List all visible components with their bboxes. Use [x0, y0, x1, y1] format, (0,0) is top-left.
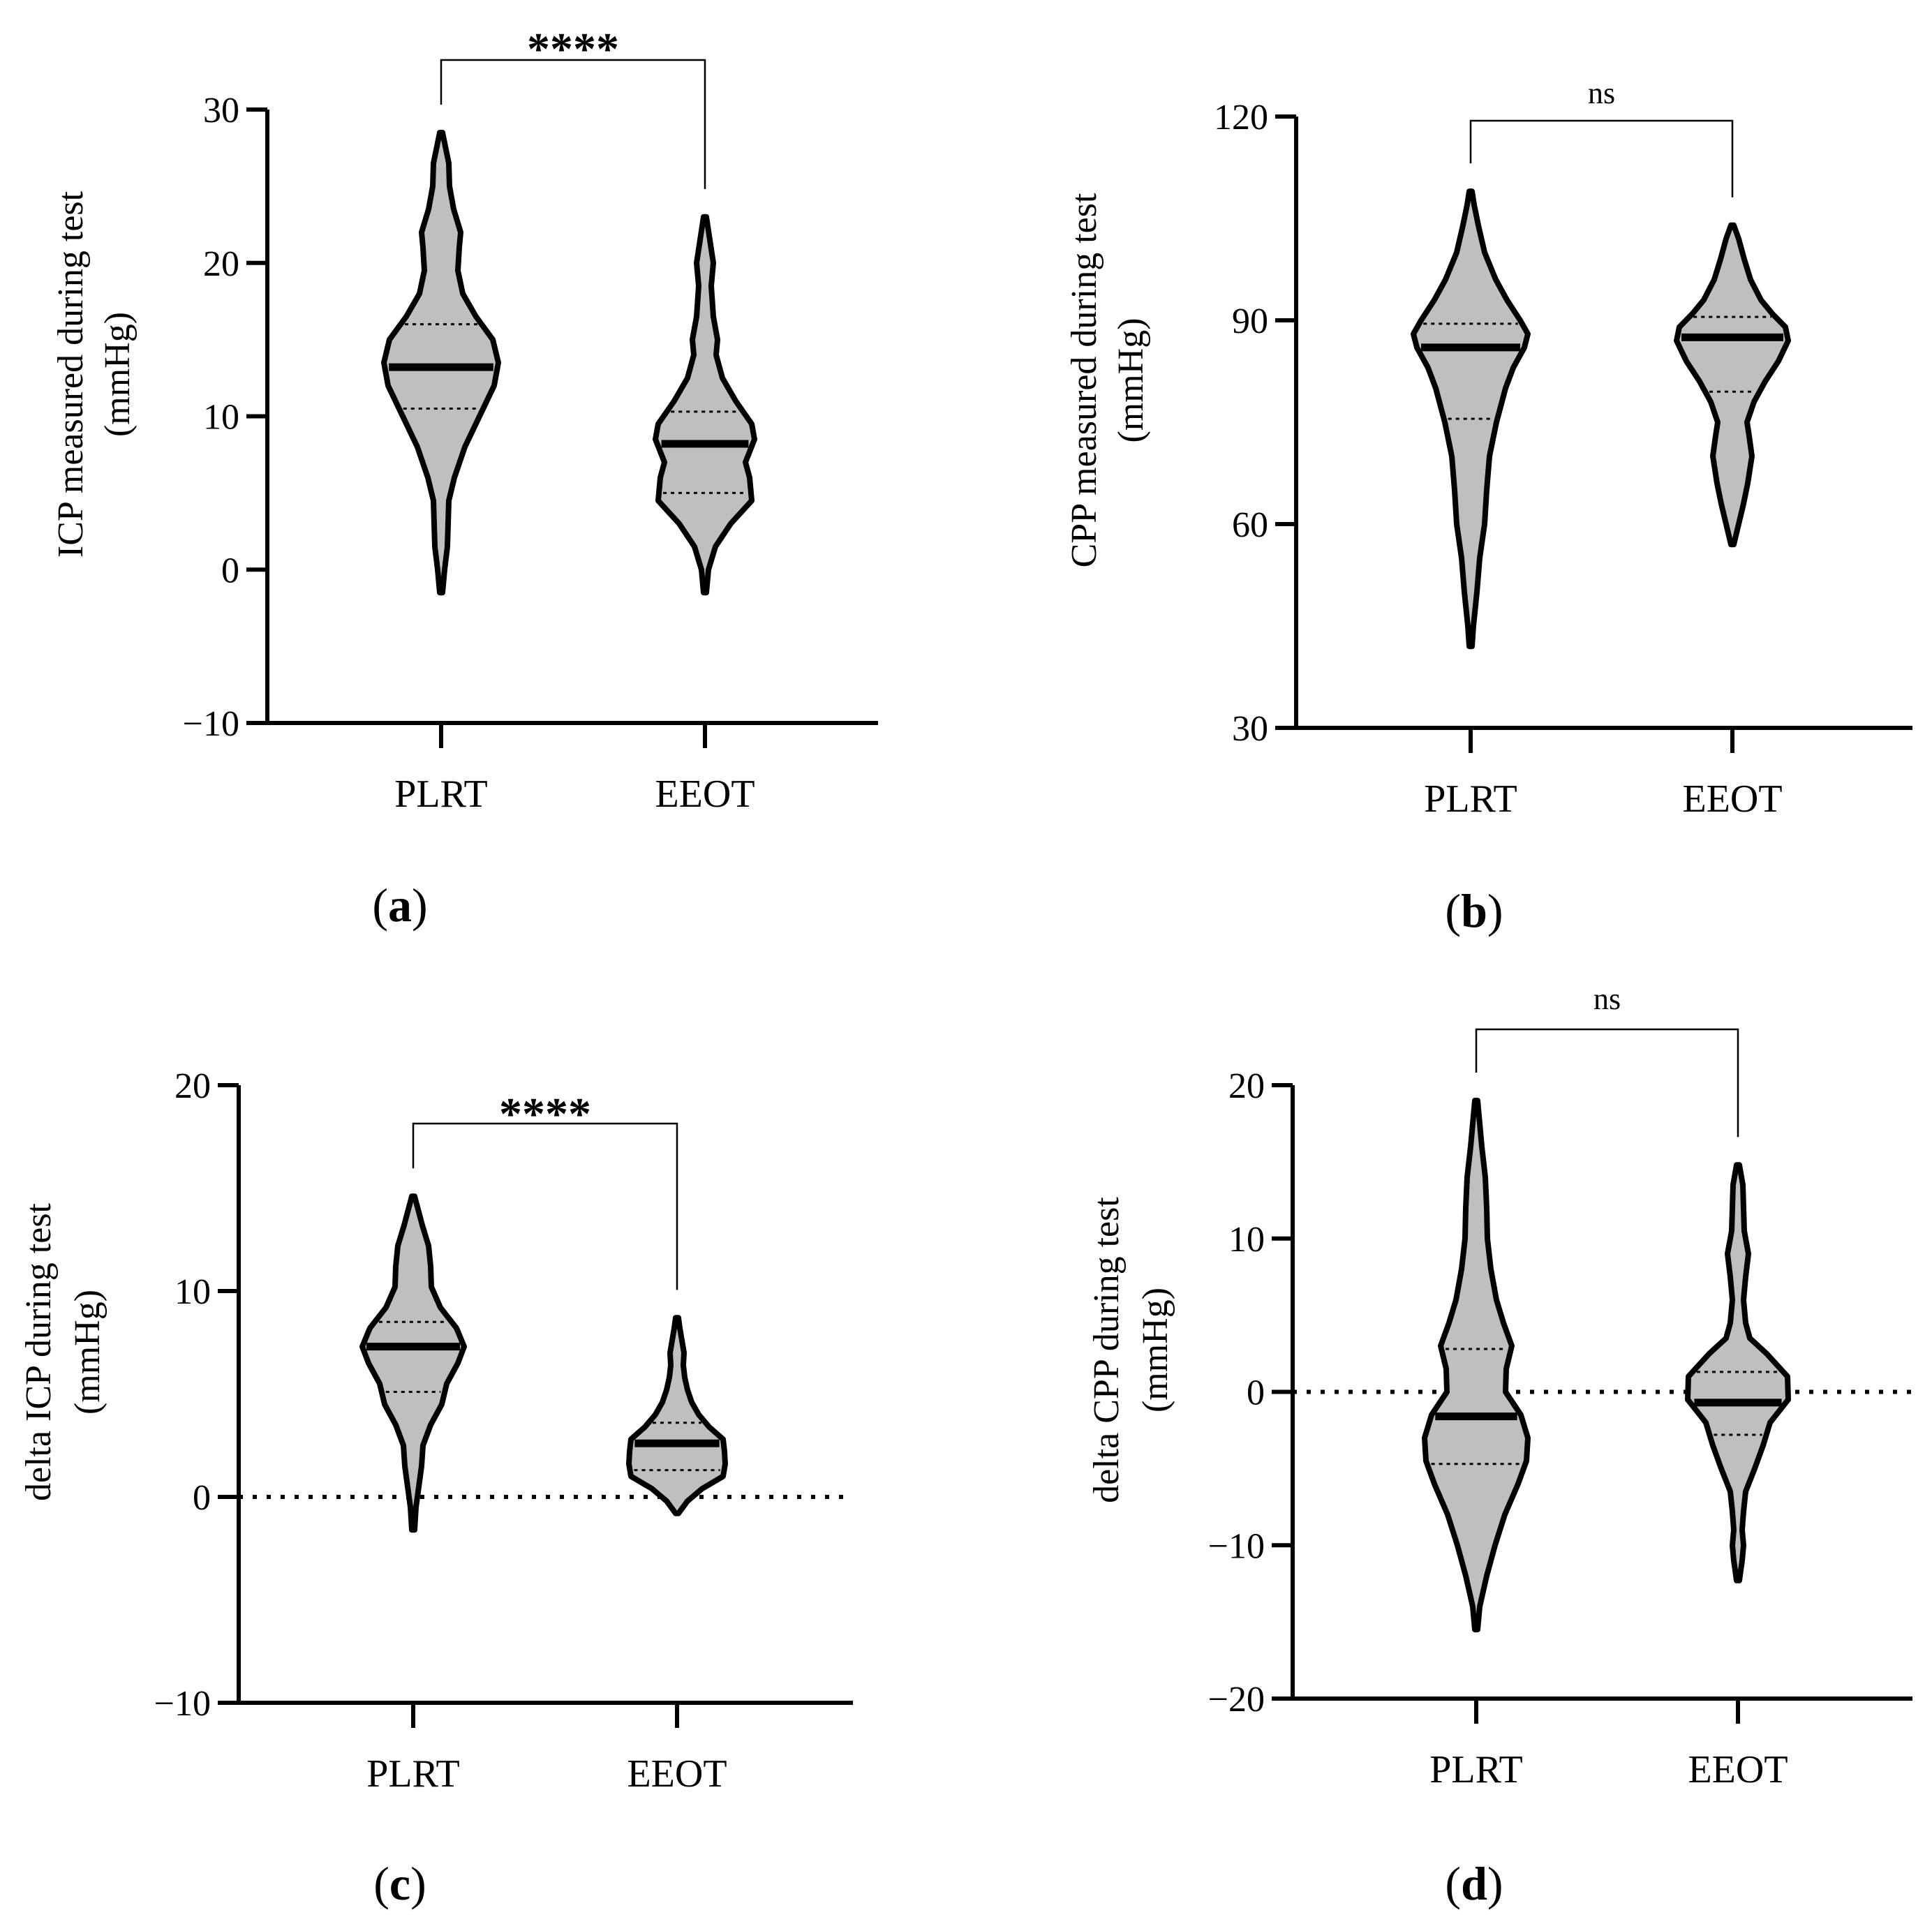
y-tick-label: 0: [193, 1478, 211, 1518]
panel-b: 120 90 60 30 PLRT EEOT ns CPP measured during t…: [1064, 76, 1912, 937]
violin-eeot: [1674, 222, 1791, 548]
y-tick-label: −10: [1208, 1526, 1265, 1566]
panel-c: 20 10 0 −10 PLRT EEOT **** delta ICP during tes…: [19, 1066, 853, 1910]
y-tick-label: 120: [1214, 98, 1268, 137]
y-tick-label: 30: [203, 91, 239, 130]
significance-bracket: [412, 1122, 678, 1290]
significance-label: ns: [1588, 76, 1615, 110]
category-label: EEOT: [1682, 777, 1782, 821]
panel-label: (a): [372, 879, 427, 932]
y-tick-label: 10: [203, 398, 239, 438]
panel-label: (c): [373, 1857, 426, 1910]
panel-d: 20 10 0 −10 −20 PLRT EEOT ns delta CPP during te…: [1087, 982, 1912, 1910]
y-axis-label-units: (mmHg): [98, 312, 138, 437]
y-tick-label: 10: [174, 1272, 211, 1312]
y-tick-label: 10: [1228, 1220, 1265, 1260]
category-label: EEOT: [627, 1752, 727, 1796]
category-label: EEOT: [1688, 1748, 1788, 1791]
category-label: PLRT: [1424, 777, 1517, 821]
y-tick-label: 0: [221, 551, 239, 590]
panel-label: (b): [1445, 884, 1503, 937]
y-axis-label: delta CPP during test: [1087, 1197, 1127, 1503]
y-axis-label: delta ICP during test: [19, 1202, 59, 1501]
y-axis-label: ICP measured during test: [51, 191, 91, 558]
panel-a: 30 20 10 0 −10 PLRT EEOT **** ICP measured durin…: [51, 24, 878, 932]
significance-label: ****: [527, 24, 619, 75]
y-tick-label: −20: [1208, 1680, 1265, 1720]
y-tick-label: −10: [183, 704, 239, 744]
violin-plrt: [1422, 1098, 1531, 1633]
significance-bracket: [1469, 119, 1734, 197]
y-axis-label-units: (mmHg): [1111, 318, 1151, 442]
violin-plrt: [381, 130, 501, 596]
violin-plrt: [359, 1193, 467, 1533]
violin-eeot: [626, 1315, 728, 1516]
violin-eeot: [653, 214, 757, 596]
category-label: PLRT: [366, 1752, 460, 1796]
category-label: PLRT: [394, 773, 488, 816]
y-tick-label: 20: [203, 244, 239, 284]
violin-plrt: [1411, 188, 1531, 650]
category-label: PLRT: [1429, 1748, 1523, 1791]
panel-label: (d): [1445, 1857, 1503, 1910]
y-tick-label: 30: [1232, 709, 1268, 749]
y-axis-label-units: (mmHg): [68, 1290, 107, 1415]
significance-label: ns: [1593, 982, 1621, 1016]
significance-label: ****: [499, 1089, 591, 1140]
y-tick-label: 60: [1232, 505, 1268, 545]
category-label: EEOT: [655, 773, 755, 816]
y-tick-label: 20: [174, 1066, 211, 1106]
significance-bracket: [440, 59, 706, 189]
y-axis-label-units: (mmHg): [1136, 1288, 1175, 1412]
significance-bracket: [1475, 1028, 1739, 1138]
y-tick-label: −10: [154, 1684, 211, 1724]
y-axis-label: CPP measured during test: [1064, 193, 1104, 567]
y-tick-label: 0: [1247, 1373, 1265, 1413]
y-tick-label: 20: [1228, 1066, 1265, 1106]
y-tick-label: 90: [1232, 301, 1268, 341]
